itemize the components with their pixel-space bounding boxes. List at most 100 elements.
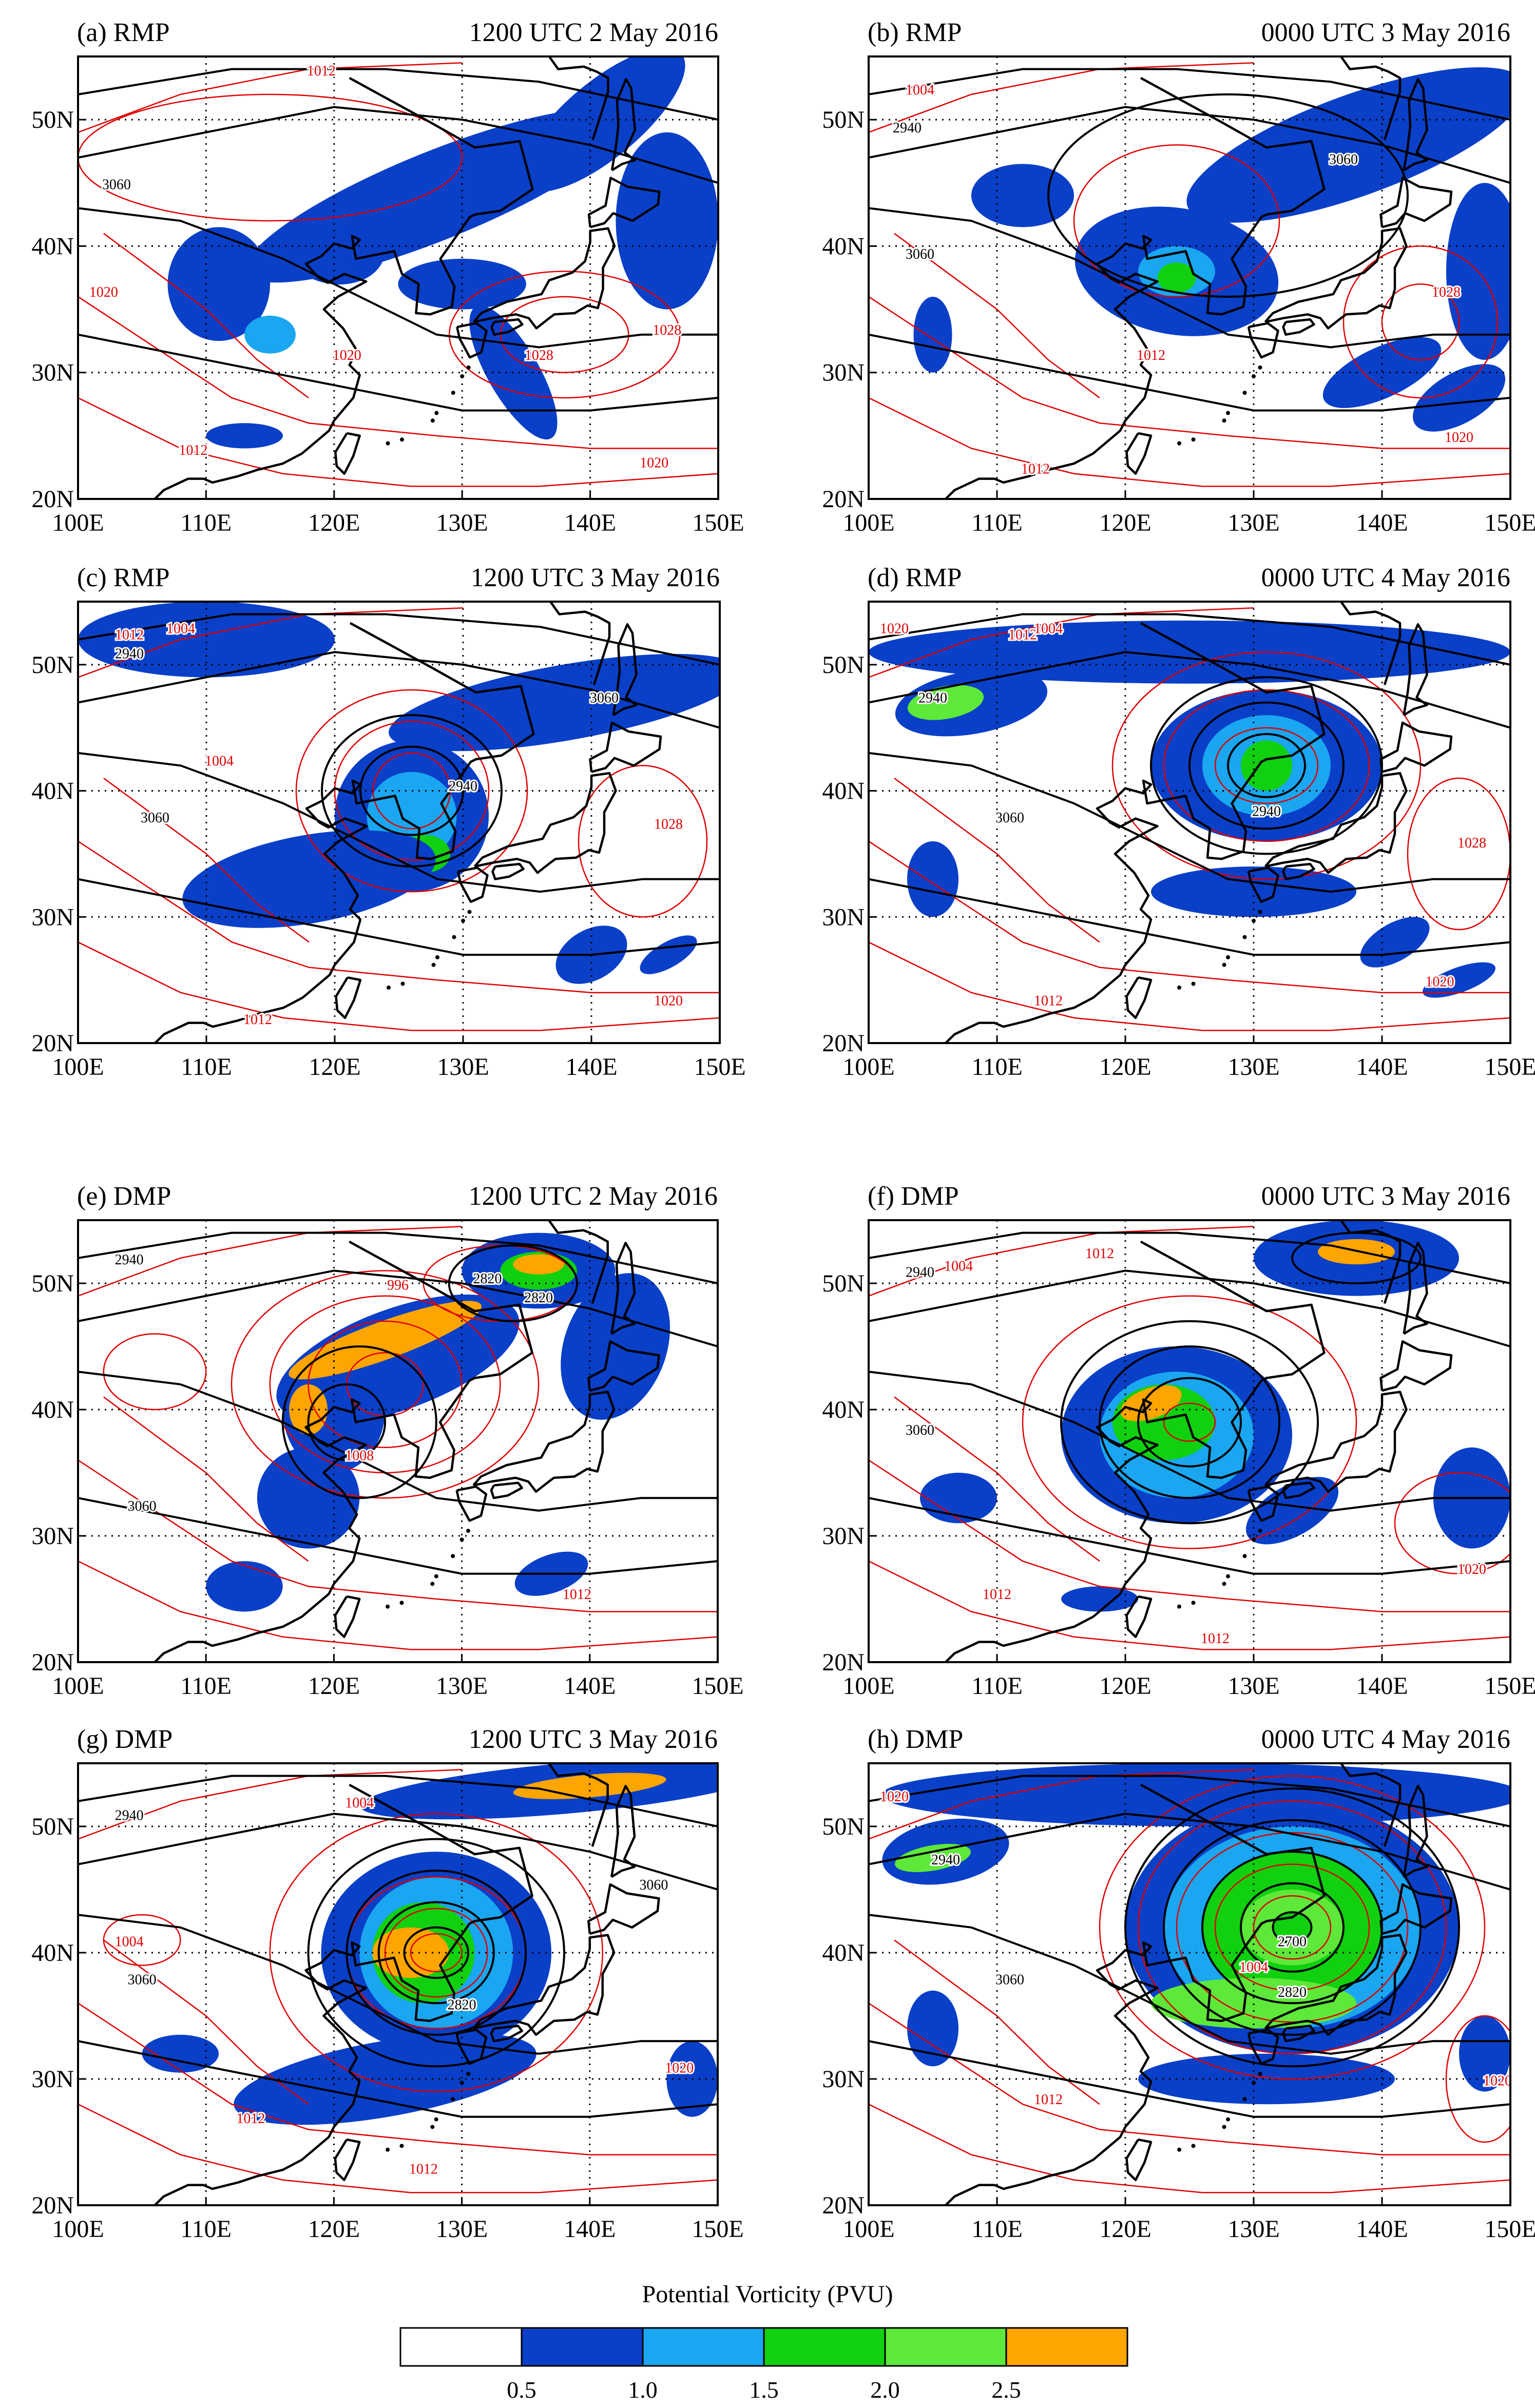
x-tick-label: 100E xyxy=(52,1672,104,1700)
coastline xyxy=(472,1934,616,2036)
slp-isobar xyxy=(78,2002,718,2155)
x-tick-label: 130E xyxy=(436,2216,488,2243)
map-panel-field-e: 2940 2820 2820 996 1008 3060 1012 xyxy=(78,1220,718,1662)
map-panel-f: 1004 2940 1012 3060 1012 1012 1020 100E 110E 120E… xyxy=(822,1182,1535,1700)
island-dot xyxy=(467,910,472,914)
pv-contour-fill xyxy=(1459,2016,1510,2092)
island-dot xyxy=(434,2117,438,2122)
contour-label: 1004 xyxy=(115,1934,144,1950)
slp-isobar xyxy=(78,397,718,487)
pv-shading xyxy=(920,1220,1510,1612)
island-dot xyxy=(1252,374,1256,379)
x-tick-label: 120E xyxy=(308,1672,360,1700)
contour-labels: 2940 1012 3060 1020 1020 1028 1028 1012 1020 xyxy=(88,44,683,472)
contour-label: 1012 xyxy=(1034,2092,1063,2108)
coastline xyxy=(1403,623,1428,717)
height-isoline xyxy=(869,613,1510,666)
contour-labels: 2940 2820 2820 996 1008 3060 1012 xyxy=(113,1250,593,1604)
colorbar-tick-label: 0.5 xyxy=(507,2377,536,2403)
pv-contour-fill xyxy=(389,653,720,752)
island-dot xyxy=(1226,1574,1230,1578)
height-isoline xyxy=(78,1269,718,1347)
pv-contour-fill xyxy=(1151,1978,1356,2029)
island-dot xyxy=(1242,391,1247,395)
contour-label: 1028 xyxy=(1457,835,1486,851)
coastline xyxy=(945,1240,1326,1662)
pv-contour-fill xyxy=(244,315,296,354)
panel-time: 0000 UTC 4 May 2016 xyxy=(1261,563,1510,592)
coastline xyxy=(335,976,362,1019)
island-dot xyxy=(434,1574,438,1578)
contour-label: 1020 xyxy=(665,2060,694,2076)
y-tick-label: 30N xyxy=(31,1523,74,1550)
axis-ticks: 100E 110E 120E 130E 140E 150E 20N 30N 40N 50N xyxy=(31,1270,743,1700)
x-tick-label: 120E xyxy=(308,509,360,536)
coastline xyxy=(945,622,1326,1043)
island-dot xyxy=(1258,1529,1262,1533)
contour-labels: 1004 2940 1012 3060 1012 1012 1020 xyxy=(904,1244,1488,1648)
contour-label: 1012 xyxy=(563,1587,591,1603)
coastline xyxy=(455,1485,488,1522)
slp-isobar xyxy=(78,296,718,449)
height-isoline xyxy=(448,1244,578,1322)
island-dot xyxy=(466,2072,471,2076)
pv-contour-fill xyxy=(206,1561,283,1612)
slp-isobar xyxy=(869,1561,1510,1650)
colorbar: Potential Vorticity (PVU) 0.5 1.0 1.5 2.0 2.5 xyxy=(399,2281,1128,2403)
colorbar-swatch xyxy=(1005,2327,1128,2367)
height-isoline xyxy=(1124,1787,1460,2068)
height-contours xyxy=(869,1231,1510,1575)
contour-label: 3060 xyxy=(128,1498,157,1514)
island-dot xyxy=(1222,962,1226,967)
coastline xyxy=(1247,866,1279,903)
slp-isobar xyxy=(78,1769,462,1840)
pv-contour-fill xyxy=(513,1254,564,1275)
island-dot xyxy=(451,391,455,395)
coastline xyxy=(548,1220,609,1304)
pv-contour-fill xyxy=(142,2034,219,2073)
x-tick-label: 120E xyxy=(1099,509,1151,536)
graticule xyxy=(78,56,718,499)
contour-label: 1020 xyxy=(1426,974,1454,990)
x-tick-label: 140E xyxy=(1356,2216,1408,2243)
coastline xyxy=(1125,2138,1153,2182)
y-tick-label: 30N xyxy=(822,2066,865,2093)
slp-isobar xyxy=(1253,1895,1332,1960)
map-panel-field-h: 1020 2940 3060 2700 2820 1004 1012 1020 xyxy=(869,1763,1510,2205)
contour-label: 2940 xyxy=(115,1808,144,1824)
coastline xyxy=(473,772,617,874)
x-tick-label: 150E xyxy=(692,2216,743,2243)
height-isoline xyxy=(78,651,720,729)
coastline xyxy=(334,1595,361,1639)
x-tick-label: 150E xyxy=(1484,509,1535,536)
x-tick-label: 110E xyxy=(971,1053,1023,1081)
contour-label: 2940 xyxy=(230,44,259,60)
x-tick-label: 130E xyxy=(1227,509,1279,536)
height-isoline xyxy=(78,1231,718,1284)
island-dot xyxy=(1222,2125,1226,2129)
coastline xyxy=(548,1763,609,1847)
coastline xyxy=(1379,1883,1453,1935)
contour-label: 2940 xyxy=(115,1252,144,1268)
x-tick-label: 100E xyxy=(842,2216,894,2243)
map-panel-field-b: 1004 2940 3060 3060 1028 1012 1012 1020 xyxy=(869,56,1510,499)
slp-contours xyxy=(869,1769,1510,2193)
slp-isobar xyxy=(410,1933,463,1973)
contour-label: 2940 xyxy=(1252,804,1281,820)
height-isoline xyxy=(869,1497,1510,1575)
x-tick-label: 130E xyxy=(436,1672,488,1700)
contour-label: 1012 xyxy=(307,63,336,79)
height-isoline xyxy=(1163,1819,1422,2036)
slp-isobar xyxy=(869,62,1254,133)
pv-contour-fill xyxy=(907,841,958,917)
pv-contour-fill xyxy=(1412,364,1506,432)
graticule xyxy=(78,1763,718,2205)
panel-frame xyxy=(77,601,721,1044)
height-isoline xyxy=(1272,1911,1313,1944)
x-tick-label: 120E xyxy=(1099,1053,1151,1081)
height-isoline xyxy=(78,333,718,412)
island-dot xyxy=(435,955,439,959)
island-dot xyxy=(1177,2147,1181,2152)
